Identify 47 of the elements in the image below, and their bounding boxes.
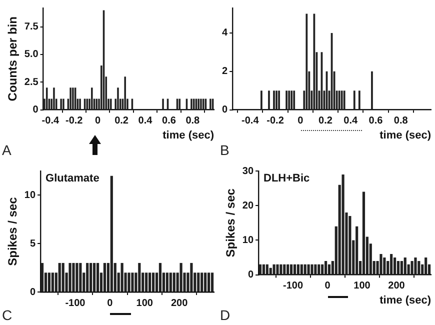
y-tick-label: 0 xyxy=(248,270,254,281)
x-tick-label: 0 xyxy=(107,298,114,309)
y-tick-label: 0 xyxy=(222,104,228,116)
x-tick-label: 200 xyxy=(388,280,406,292)
x-tick-label: 0 xyxy=(95,116,102,127)
y-tick-label: 10 xyxy=(242,234,254,246)
y-tick-label: 20 xyxy=(242,200,254,212)
x-axis-title: time (sec) xyxy=(380,294,432,306)
x-tick-label: -0.4 xyxy=(42,116,60,127)
x-tick-label: -100 xyxy=(65,298,86,309)
y-tick-label: 2.5 xyxy=(24,76,39,88)
x-tick-label: 0.2 xyxy=(114,116,129,127)
y-axis-title: Spikes / sec xyxy=(224,188,238,258)
text: D xyxy=(220,306,230,323)
x-tick-label: 0.8 xyxy=(186,116,200,127)
y-tick-label: 4 xyxy=(222,28,228,39)
y-tick-label: 2 xyxy=(222,66,228,78)
x-tick-label: 0.6 xyxy=(368,116,384,127)
x-tick-label: 0.6 xyxy=(162,116,176,127)
y-tick-label: 5 xyxy=(30,238,36,250)
y-axis-title: Spikes / sec xyxy=(6,196,20,266)
text: B xyxy=(220,142,230,158)
chart-title: DLH+Bic xyxy=(264,172,310,185)
text: C xyxy=(2,306,12,323)
y-tick-label: 7.5 xyxy=(24,22,39,33)
y-tick-label: 5.0 xyxy=(24,49,39,60)
x-tick-label: 100 xyxy=(354,280,371,292)
y-axis-title: Counts per bin xyxy=(6,16,20,102)
y-tick-label: 10 xyxy=(24,190,36,201)
x-tick-label: -0.4 xyxy=(242,116,260,127)
x-tick-label: -0.2 xyxy=(66,116,84,127)
x-tick-label: 0.2 xyxy=(318,116,333,127)
y-tick-label: 30 xyxy=(242,166,254,177)
x-axis-title: time (sec) xyxy=(162,129,214,142)
x-tick-label: -100 xyxy=(283,280,304,292)
x-tick-label: 0.4 xyxy=(344,116,358,127)
x-axis-title: time (sec) xyxy=(380,129,432,142)
x-tick-label: 200 xyxy=(170,298,188,309)
text: A xyxy=(2,142,12,158)
y-tick-label: 0 xyxy=(32,104,39,116)
x-tick-label: 0.4 xyxy=(138,116,153,127)
x-tick-label: -0.2 xyxy=(266,116,284,127)
chart-title: Glutamate xyxy=(46,172,100,185)
x-tick-label: 100 xyxy=(136,298,154,309)
x-tick-label: 0.8 xyxy=(394,116,408,127)
x-tick-label: 0 xyxy=(298,116,304,127)
x-tick-label: 0 xyxy=(324,280,331,292)
